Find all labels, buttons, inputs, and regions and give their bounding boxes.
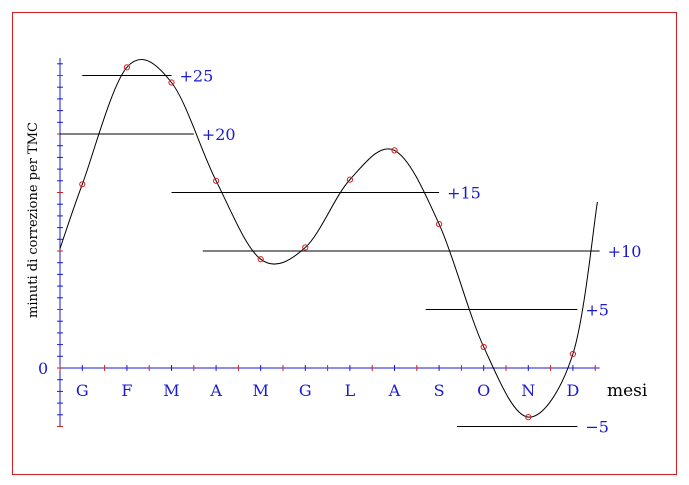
data-point <box>302 244 309 251</box>
x-axis-label: mesi <box>607 381 648 401</box>
data-point <box>213 177 220 184</box>
reference-line-label: +15 <box>447 184 481 203</box>
data-point <box>346 176 353 183</box>
data-point <box>79 181 86 188</box>
x-tick-label: L <box>345 381 356 400</box>
data-point <box>123 64 131 71</box>
y-axis-label: minuti di correzione per TMC <box>26 122 41 318</box>
reference-line-label: +20 <box>202 125 236 144</box>
data-point <box>480 343 487 351</box>
x-tick-label: O <box>477 381 490 400</box>
data-point <box>391 147 398 154</box>
data-point <box>525 414 532 421</box>
x-tick-label: S <box>434 381 445 400</box>
labels: minuti di correzione per TMC mesi 0 G F M A… <box>26 122 648 401</box>
data-point <box>257 256 264 263</box>
axes <box>57 57 600 427</box>
data-point <box>569 350 577 358</box>
x-tick-label: G <box>299 381 312 400</box>
x-tick-label: M <box>253 381 269 400</box>
x-tick-label: F <box>121 381 132 400</box>
series-curve <box>59 58 598 418</box>
reference-line-label: +5 <box>585 301 609 320</box>
reference-lines: +25 +20 +15 +10 +5 −5 <box>60 67 641 437</box>
data-markers <box>79 64 577 421</box>
x-tick-label: N <box>521 381 535 400</box>
chart-frame <box>12 12 677 475</box>
reference-line-label: −5 <box>585 418 609 437</box>
origin-label: 0 <box>38 359 48 378</box>
x-tick-label: M <box>163 381 179 400</box>
x-tick-label: A <box>209 381 222 400</box>
data-point <box>168 79 175 86</box>
reference-line-label: +10 <box>608 242 642 261</box>
x-tick-label: D <box>566 381 579 400</box>
reference-line-label: +25 <box>180 67 214 86</box>
x-tick-label: A <box>388 381 401 400</box>
data-point <box>436 220 443 228</box>
x-tick-label: G <box>76 381 89 400</box>
